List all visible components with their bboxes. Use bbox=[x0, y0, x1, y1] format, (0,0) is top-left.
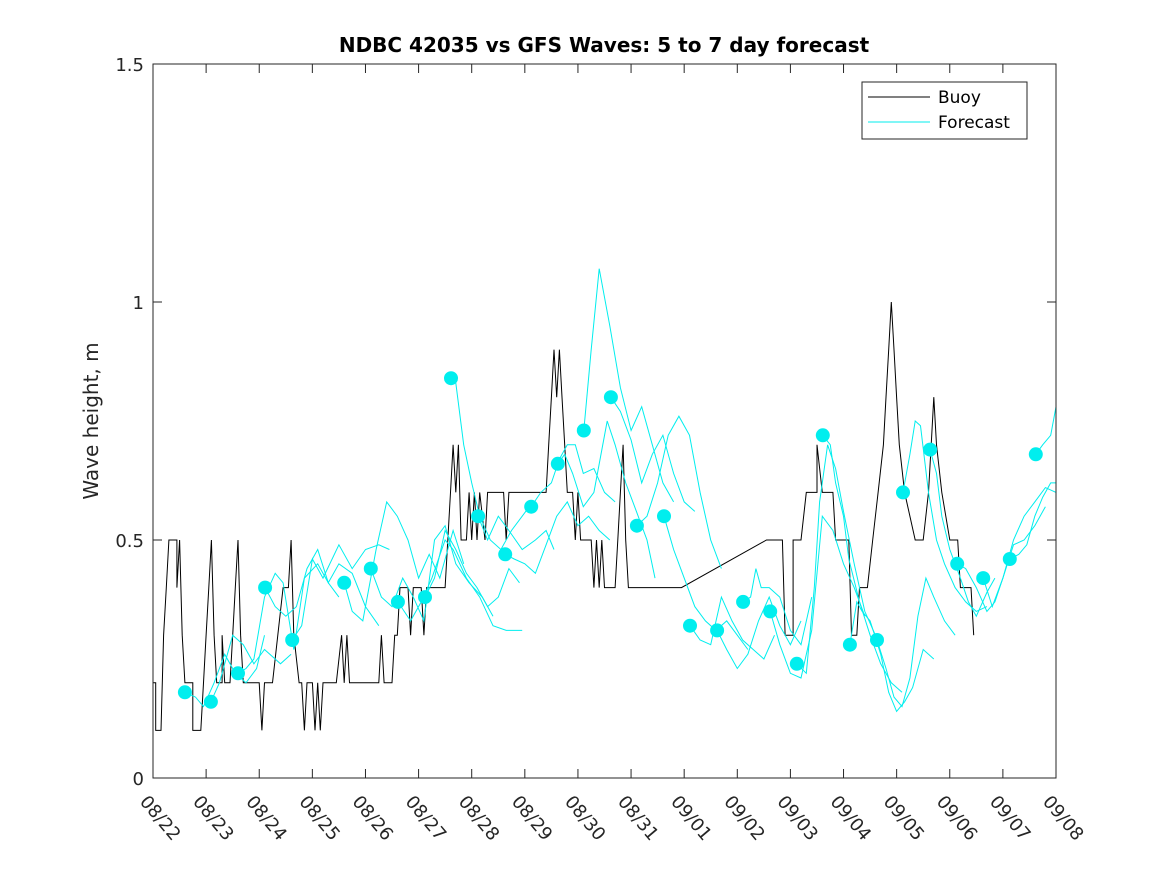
forecast-line-2 bbox=[210, 634, 292, 703]
forecast-start-point-13 bbox=[524, 499, 539, 514]
forecast-start-point-16 bbox=[603, 390, 618, 405]
forecast-start-point-21 bbox=[736, 594, 751, 609]
forecast-line-15 bbox=[583, 268, 675, 503]
forecast-line-26 bbox=[876, 576, 956, 708]
forecast-start-point-27 bbox=[896, 485, 910, 500]
forecast-line-13 bbox=[530, 444, 616, 507]
forecast-start-point-30 bbox=[976, 571, 991, 586]
forecast-start-point-9 bbox=[418, 590, 432, 605]
forecast-start-point-7 bbox=[363, 561, 378, 576]
forecast-start-point-24 bbox=[815, 428, 830, 443]
series-layer bbox=[153, 268, 1056, 731]
forecast-start-point-12 bbox=[498, 547, 513, 562]
forecast-start-point-17 bbox=[629, 518, 644, 533]
forecast-line-24 bbox=[822, 434, 903, 693]
forecast-start-point-3 bbox=[231, 666, 245, 681]
forecast-start-point-2 bbox=[203, 694, 218, 709]
forecast-start-point-31 bbox=[1002, 552, 1017, 566]
forecast-line-9 bbox=[424, 529, 520, 608]
forecast-start-point-25 bbox=[842, 637, 857, 652]
forecast-start-point-1 bbox=[177, 685, 192, 700]
forecast-line-5 bbox=[291, 543, 390, 641]
forecast-start-point-10 bbox=[444, 371, 458, 386]
forecast-start-point-8 bbox=[390, 594, 405, 609]
forecast-start-point-23 bbox=[789, 656, 804, 671]
forecast-start-point-29 bbox=[950, 556, 965, 571]
forecast-line-1 bbox=[184, 635, 265, 708]
chart-title: NDBC 42035 vs GFS Waves: 5 to 7 day fore… bbox=[339, 33, 870, 57]
forecast-line-10 bbox=[450, 377, 534, 551]
forecast-line-25 bbox=[849, 600, 935, 713]
y-tick-label: 0 bbox=[133, 769, 144, 790]
forecast-start-point-20 bbox=[710, 623, 725, 638]
forecast-start-point-22 bbox=[763, 604, 778, 619]
forecast-line-6 bbox=[343, 500, 465, 622]
forecast-line-4 bbox=[264, 548, 380, 626]
forecast-line-3 bbox=[237, 562, 340, 674]
forecast-line-20 bbox=[716, 595, 802, 670]
forecast-line-21 bbox=[742, 568, 813, 646]
buoy-line bbox=[153, 301, 975, 731]
series-clip-group bbox=[153, 268, 1056, 731]
y-tick-label: 0.5 bbox=[115, 531, 144, 552]
forecast-start-point-26 bbox=[870, 633, 884, 647]
forecast-line-19 bbox=[689, 595, 775, 660]
forecast-start-point-15 bbox=[576, 423, 591, 438]
y-axis-label: Wave height, m bbox=[79, 342, 103, 499]
forecast-line-27 bbox=[902, 420, 988, 612]
forecast-line-17 bbox=[636, 415, 722, 569]
legend-label-forecast: Forecast bbox=[938, 113, 1010, 133]
forecast-start-point-18 bbox=[657, 509, 671, 524]
forecast-line-11 bbox=[477, 515, 555, 551]
forecast-line-30 bbox=[982, 486, 1056, 609]
plot-area bbox=[153, 64, 1056, 778]
forecast-line-22 bbox=[769, 514, 866, 679]
forecast-line-28 bbox=[929, 449, 996, 618]
forecast-start-point-19 bbox=[683, 618, 697, 633]
forecast-start-point-5 bbox=[285, 633, 300, 647]
forecast-line-16 bbox=[610, 396, 696, 512]
forecast-start-point-28 bbox=[923, 442, 938, 457]
forecast-start-point-32 bbox=[1028, 447, 1043, 462]
legend-box bbox=[861, 81, 1028, 140]
forecast-line-18 bbox=[663, 516, 749, 650]
forecast-line-31 bbox=[1009, 482, 1056, 560]
forecast-line-12 bbox=[504, 500, 611, 575]
axes-box bbox=[152, 63, 1057, 779]
forecast-start-point-4 bbox=[258, 580, 273, 595]
forecast-start-point-14 bbox=[550, 456, 565, 471]
legend: Buoy Forecast bbox=[861, 81, 1028, 140]
y-tick-label: 1 bbox=[133, 293, 144, 314]
legend-label-buoy: Buoy bbox=[938, 88, 981, 108]
forecast-line-8 bbox=[397, 539, 523, 631]
forecast-start-point-11 bbox=[471, 509, 486, 524]
forecast-start-point-6 bbox=[337, 575, 352, 590]
y-tick-label: 1.5 bbox=[115, 55, 144, 76]
